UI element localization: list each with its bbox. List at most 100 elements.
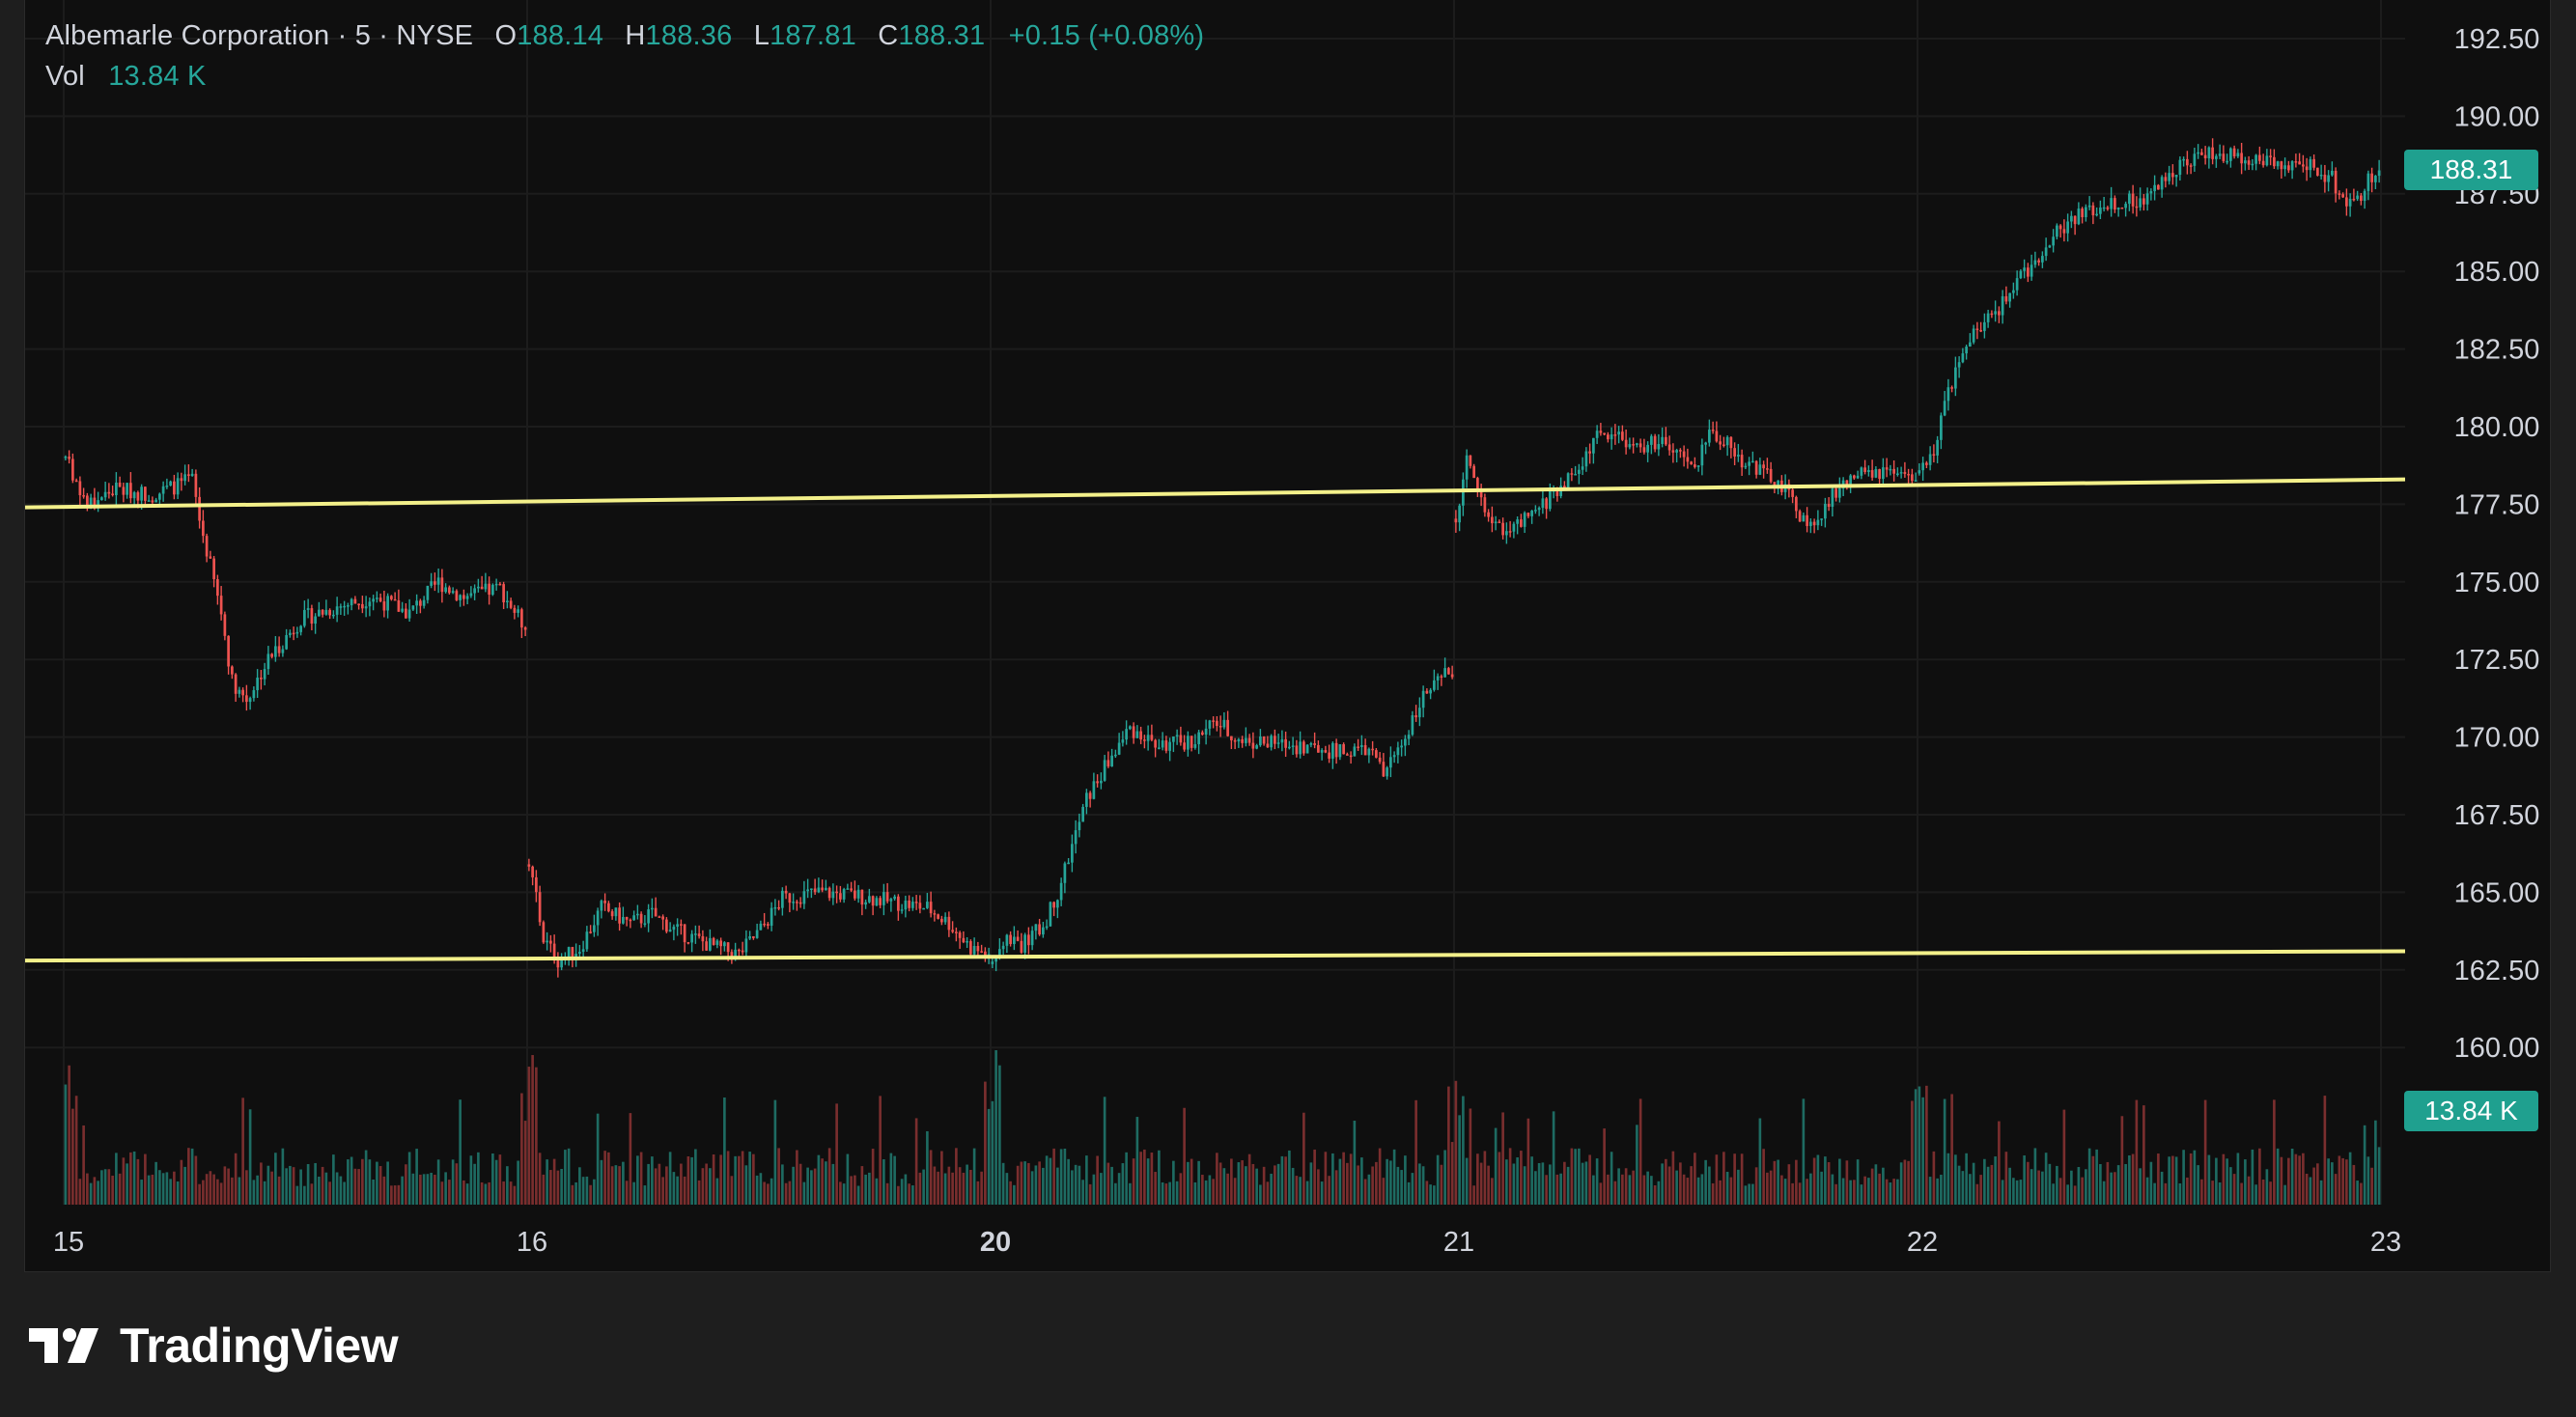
volume-bar <box>1874 1164 1878 1205</box>
volume-bar <box>161 1173 165 1205</box>
volume-bar <box>882 1159 885 1205</box>
volume-bar <box>277 1176 281 1205</box>
trendline-upper[interactable] <box>25 477 2406 510</box>
candlestick-chart[interactable]: 192.50190.00187.50185.00182.50180.00177.… <box>25 0 2552 1272</box>
candle-body <box>1853 475 1856 479</box>
volume-bar <box>2302 1153 2305 1205</box>
volume-bar <box>951 1172 954 1205</box>
candle-body <box>1638 443 1642 448</box>
volume-bar <box>1154 1172 1157 1205</box>
candle-body <box>1863 467 1866 473</box>
volume-bar <box>1574 1149 1577 1205</box>
candle-body <box>1251 742 1255 749</box>
candle-body <box>303 609 306 626</box>
last-volume-tag: 13.84 K <box>2404 1091 2538 1131</box>
candle-body <box>2145 193 2149 205</box>
volume-bar <box>1129 1182 1132 1205</box>
volume-bar <box>1150 1153 1154 1205</box>
volume-bar <box>2087 1148 2091 1205</box>
candle-body <box>2269 155 2272 157</box>
price-axis[interactable]: 192.50190.00187.50185.00182.50180.00177.… <box>2454 24 2540 1064</box>
volume-bar <box>868 1172 871 1205</box>
volume-bar <box>1729 1177 1733 1205</box>
volume-bar <box>1878 1173 1881 1205</box>
volume-bar <box>1838 1158 1841 1205</box>
volume-bar <box>715 1178 719 1205</box>
symbol-title[interactable]: Albemarle Corporation · 5 · NYSE <box>45 20 474 51</box>
volume-bar <box>2142 1105 2145 1205</box>
candle-body <box>2081 208 2084 218</box>
candle-body <box>1766 468 1769 470</box>
volume-bar <box>71 1108 74 1205</box>
tradingview-logo[interactable]: TradingView <box>29 1317 399 1375</box>
candle-body <box>1925 462 1928 465</box>
candle-body <box>2015 278 2019 291</box>
volume-bar <box>100 1170 103 1205</box>
volume-bar <box>2197 1165 2199 1205</box>
candle-body <box>2041 256 2044 263</box>
candle-body <box>2302 164 2305 167</box>
volume-bar <box>2240 1182 2243 1205</box>
candle-body <box>2019 270 2023 279</box>
candle-body <box>1957 362 1961 368</box>
volume-bar <box>1450 1142 1454 1205</box>
candle-body <box>1164 740 1168 751</box>
candle-body <box>825 887 827 891</box>
candle-body <box>1642 447 1646 453</box>
volume-bar <box>1353 1121 1357 1205</box>
candle-body <box>74 480 78 483</box>
volume-bar <box>209 1171 212 1205</box>
volume-bar <box>947 1166 951 1205</box>
candle-body <box>1708 430 1711 443</box>
volume-bar <box>1081 1180 1084 1205</box>
volume-bar <box>850 1176 853 1205</box>
volume-bar <box>314 1162 317 1205</box>
candle-body <box>93 497 97 506</box>
volume-bar <box>1975 1183 1979 1205</box>
volume-bar <box>339 1176 343 1205</box>
candle-body <box>219 596 223 615</box>
volume-bar <box>734 1155 737 1205</box>
candle-body <box>100 497 103 501</box>
candle-body <box>2377 170 2381 177</box>
volume-bar <box>252 1180 256 1205</box>
trendlines[interactable] <box>25 477 2406 963</box>
volume-bar <box>270 1171 273 1205</box>
volume-bar <box>401 1176 404 1205</box>
candle-body <box>1534 510 1537 512</box>
candle-body <box>1607 434 1610 440</box>
chart-frame[interactable]: 192.50 190.00 187.50 185.00 182.50 180.00 177.… <box>24 0 2551 1272</box>
candle-body <box>651 907 654 910</box>
candle-body <box>2142 198 2145 205</box>
candle-body <box>2229 148 2232 161</box>
volume-bar <box>202 1180 205 1205</box>
volume-bar <box>813 1168 817 1205</box>
volume-bar <box>654 1168 658 1205</box>
candle-body <box>1418 708 1421 718</box>
candle-body <box>2056 225 2058 237</box>
candle-body <box>1831 488 1834 508</box>
candle-body <box>755 930 759 938</box>
candle-body <box>256 677 259 691</box>
volume-bar <box>216 1179 219 1205</box>
candle-body <box>289 632 292 635</box>
volume-label[interactable]: Vol <box>45 61 85 92</box>
volume-bar <box>1088 1183 1092 1205</box>
volume-bar <box>1498 1152 1501 1205</box>
candle-body <box>1421 690 1425 708</box>
candle-body <box>314 616 317 625</box>
time-axis[interactable]: 15 16 20 21 22 23 <box>53 1227 2401 1258</box>
candle-body <box>726 942 730 953</box>
candle-body <box>636 913 639 916</box>
volume-bar <box>1812 1157 1816 1205</box>
trendline-lower[interactable] <box>25 949 2406 963</box>
candle-body <box>2033 260 2037 265</box>
candle-body <box>1820 518 1823 520</box>
volume-bar <box>929 1150 933 1205</box>
volume-bar <box>1226 1173 1229 1205</box>
volume-bar <box>2131 1153 2135 1205</box>
volume-bar <box>1074 1164 1078 1205</box>
candle-body <box>477 586 480 589</box>
volume-bar <box>2178 1182 2182 1205</box>
volume-bar <box>1892 1179 1895 1205</box>
